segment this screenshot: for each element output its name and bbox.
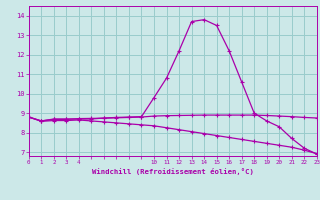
X-axis label: Windchill (Refroidissement éolien,°C): Windchill (Refroidissement éolien,°C) <box>92 168 254 175</box>
